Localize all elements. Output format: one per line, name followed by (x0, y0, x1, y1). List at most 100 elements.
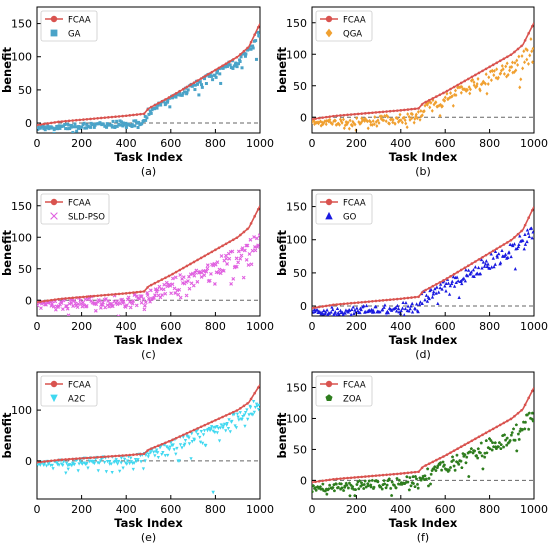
data-point (522, 247, 526, 251)
data-point (60, 307, 65, 312)
data-point (181, 91, 185, 95)
data-point (431, 97, 435, 100)
data-point (438, 282, 443, 286)
data-point (405, 125, 409, 130)
legend-label-fcaa: FCAA (68, 16, 91, 26)
data-point (513, 267, 517, 271)
data-point (328, 117, 332, 122)
x-tick-label: 400 (116, 320, 137, 333)
data-point (42, 122, 46, 126)
data-point (514, 423, 518, 427)
data-point (224, 429, 228, 433)
data-point (482, 80, 486, 85)
data-point (327, 311, 332, 315)
data-point (431, 292, 435, 296)
data-point (466, 264, 470, 268)
data-point (476, 76, 480, 81)
y-tick-label: 100 (11, 404, 32, 417)
data-point (42, 299, 46, 303)
data-point (423, 474, 427, 478)
data-point (147, 452, 151, 456)
data-point (366, 482, 370, 486)
data-point (332, 114, 335, 118)
data-point (399, 109, 403, 112)
data-point (531, 230, 534, 234)
data-point (396, 116, 400, 121)
data-point (143, 114, 147, 118)
data-point (530, 411, 534, 415)
data-point (51, 467, 55, 471)
data-point (460, 84, 464, 89)
data-point (152, 295, 156, 300)
data-point (199, 77, 203, 80)
data-point (322, 120, 326, 125)
data-point (529, 37, 533, 42)
data-point (143, 303, 147, 308)
data-point (96, 455, 99, 459)
data-point (530, 208, 534, 212)
data-point (449, 87, 452, 91)
data-point (410, 471, 413, 474)
data-point (245, 243, 250, 248)
x-tick-label: 800 (205, 320, 226, 333)
data-point (321, 482, 325, 486)
data-point (44, 126, 48, 130)
data-point (160, 278, 164, 281)
data-point (351, 305, 355, 309)
data-point (510, 65, 514, 69)
data-point (256, 243, 260, 248)
data-point (506, 55, 509, 59)
data-point (505, 436, 509, 440)
data-point (492, 264, 496, 269)
data-point (392, 472, 395, 476)
data-point (118, 123, 122, 127)
data-point (340, 486, 344, 490)
series-go (312, 226, 534, 316)
data-point (385, 314, 387, 316)
data-point (339, 114, 342, 117)
data-point (472, 80, 476, 85)
data-point (360, 300, 364, 304)
data-point (157, 101, 160, 105)
data-point (199, 430, 203, 434)
data-point (502, 72, 506, 76)
data-point (406, 112, 410, 117)
data-point (508, 68, 512, 73)
data-point (149, 105, 153, 109)
data-point (503, 252, 508, 256)
data-point (414, 477, 419, 481)
data-point (520, 408, 523, 412)
data-point (202, 273, 207, 278)
data-point (382, 118, 386, 123)
data-point (216, 270, 221, 275)
data-point (426, 467, 430, 471)
y-axis-label: benefit (275, 229, 289, 276)
data-point (117, 115, 121, 118)
legend: FCAA GA (40, 10, 98, 42)
data-point (193, 88, 197, 92)
data-point (471, 77, 475, 82)
data-point (509, 53, 513, 57)
data-point (362, 482, 366, 486)
data-point (75, 305, 80, 309)
data-point (360, 119, 364, 124)
y-tick-label: 50 (18, 84, 32, 97)
data-point (438, 281, 442, 284)
data-point (337, 312, 341, 316)
data-point (254, 57, 258, 61)
data-point (84, 304, 89, 308)
data-point (210, 250, 214, 254)
data-point (53, 298, 57, 301)
data-point (378, 310, 382, 314)
data-point (496, 445, 501, 449)
data-point (335, 114, 339, 118)
data-point (324, 122, 328, 127)
data-point (191, 82, 195, 86)
data-point (358, 310, 362, 315)
data-point (209, 427, 213, 431)
data-point (163, 291, 168, 296)
data-point (490, 448, 494, 452)
data-point (132, 291, 135, 294)
data-point (37, 123, 39, 127)
